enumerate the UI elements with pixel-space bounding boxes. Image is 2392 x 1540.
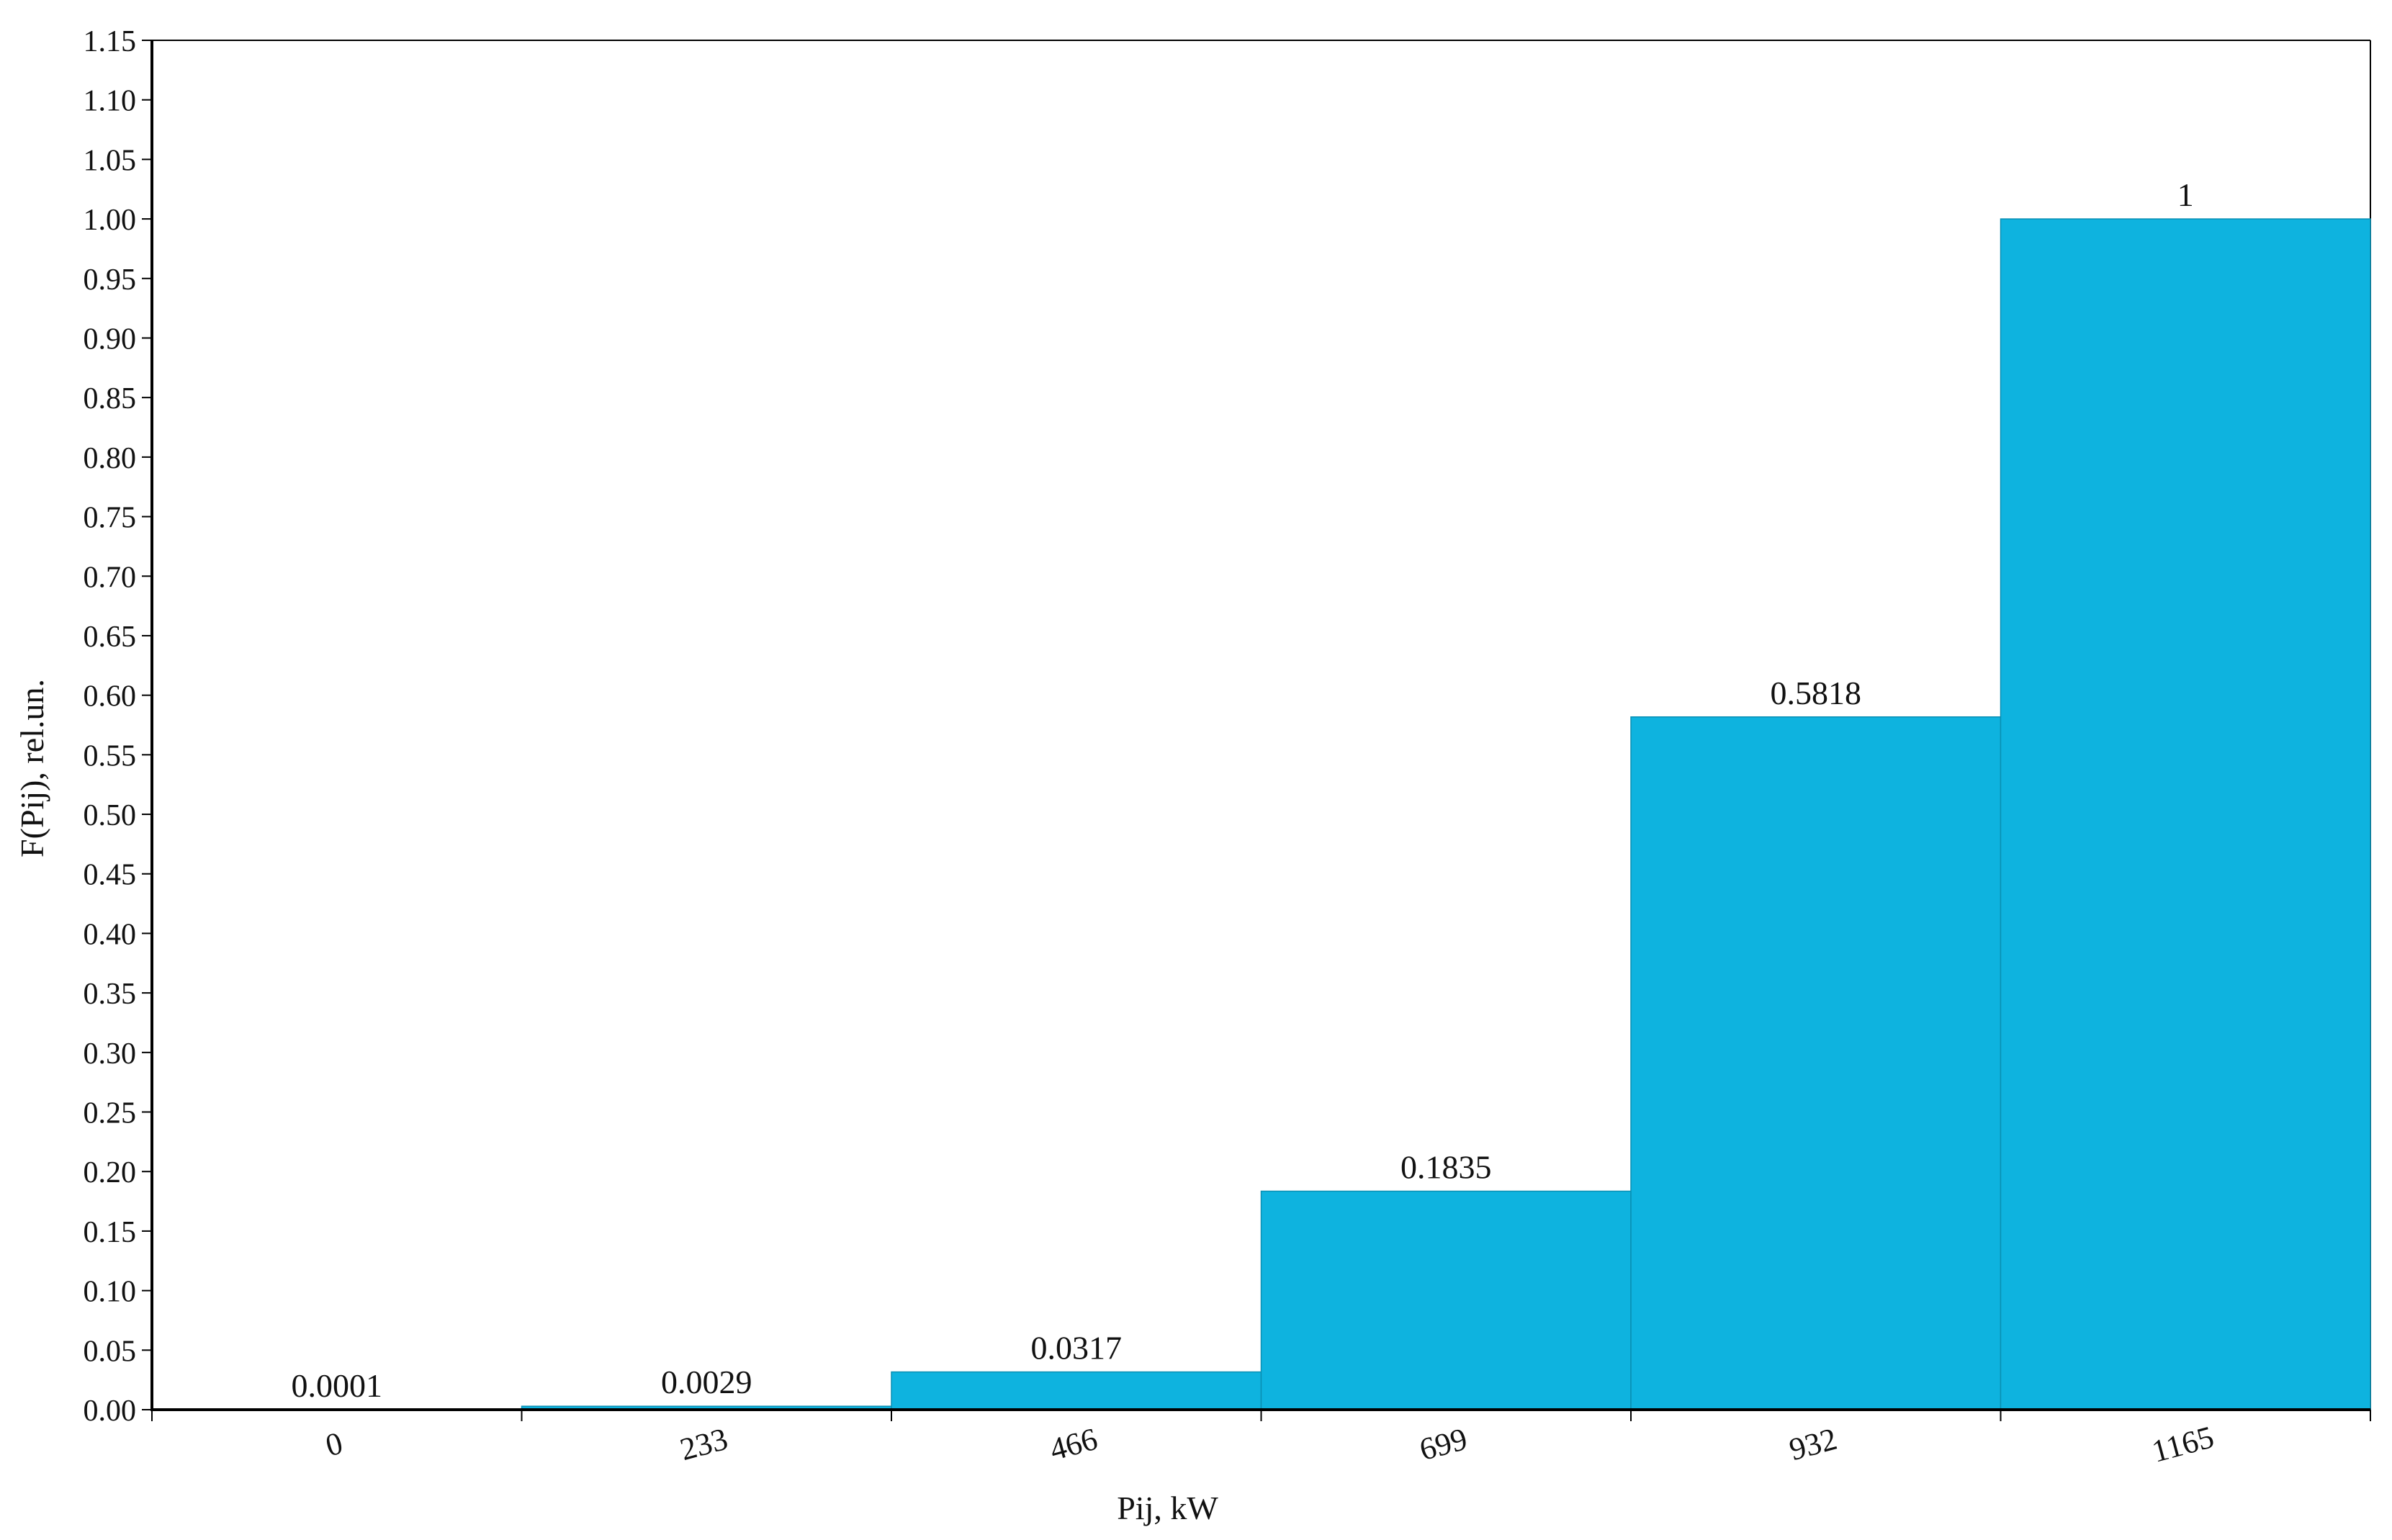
- bar: [1260, 1190, 1632, 1410]
- x-tick-label: 699: [1416, 1421, 1470, 1467]
- x-tick-label: 0: [322, 1425, 346, 1463]
- y-tick-label: 0.50: [84, 799, 137, 832]
- y-tick-label: 0.85: [84, 382, 137, 415]
- bar: [891, 1371, 1262, 1410]
- y-tick-label: 0.95: [84, 264, 137, 297]
- bar-group: [151, 218, 2371, 1411]
- y-tick-label: 1.15: [84, 25, 137, 58]
- y-tick-label: 0.45: [84, 859, 137, 892]
- y-tick-label: 0.30: [84, 1037, 137, 1071]
- y-axis-title: F(Pij), rel.un.: [14, 679, 50, 857]
- x-axis-title: Pij, kW: [1117, 1490, 1218, 1526]
- bar-value-label: 0.0001: [292, 1367, 383, 1404]
- y-axis: 0.00 0.05 0.10 0.15 0.20 0.25 0.30 0.35 0.40 0.45…: [84, 25, 153, 1428]
- x-tick-label: 233: [676, 1421, 731, 1467]
- bar-value-label: 0.0029: [661, 1364, 752, 1400]
- y-tick-label: 0.05: [84, 1335, 137, 1368]
- bar-value-label: 0.1835: [1400, 1149, 1492, 1186]
- bar-value-label: 0.0317: [1031, 1330, 1123, 1366]
- y-tick-label: 0.65: [84, 621, 137, 654]
- bar-value-label: 1: [2177, 176, 2194, 213]
- y-tick-label: 0.35: [84, 978, 137, 1011]
- bar-value-label: 0.5818: [1771, 675, 1862, 711]
- y-tick-label: 0.00: [84, 1395, 137, 1428]
- y-tick-label: 1.00: [84, 204, 137, 237]
- y-tick-label: 0.25: [84, 1097, 137, 1130]
- y-tick-label: 0.75: [84, 502, 137, 535]
- bar: [1630, 716, 2002, 1410]
- y-tick-label: 0.70: [84, 561, 137, 594]
- value-label-group: 0.0001 0.0029 0.0317 0.1835 0.5818 1: [292, 176, 2194, 1404]
- y-tick-label: 0.10: [84, 1276, 137, 1309]
- x-tick-label: 1165: [2148, 1419, 2217, 1469]
- y-tick-label: 0.55: [84, 739, 137, 773]
- y-tick-label: 0.80: [84, 442, 137, 475]
- y-tick-label: 0.60: [84, 680, 137, 713]
- y-tick-label: 1.10: [84, 85, 137, 118]
- y-tick-label: 0.90: [84, 323, 137, 356]
- x-tick-label: 466: [1046, 1421, 1101, 1467]
- y-tick-label: 1.05: [84, 144, 137, 177]
- y-tick-label: 0.15: [84, 1216, 137, 1249]
- y-tick-label: 0.20: [84, 1156, 137, 1189]
- x-tick-label: 932: [1786, 1421, 1840, 1467]
- x-axis: 0 233 466 699 932 1165: [150, 1408, 2371, 1469]
- bar: [2000, 218, 2371, 1410]
- y-tick-label: 0.40: [84, 918, 137, 951]
